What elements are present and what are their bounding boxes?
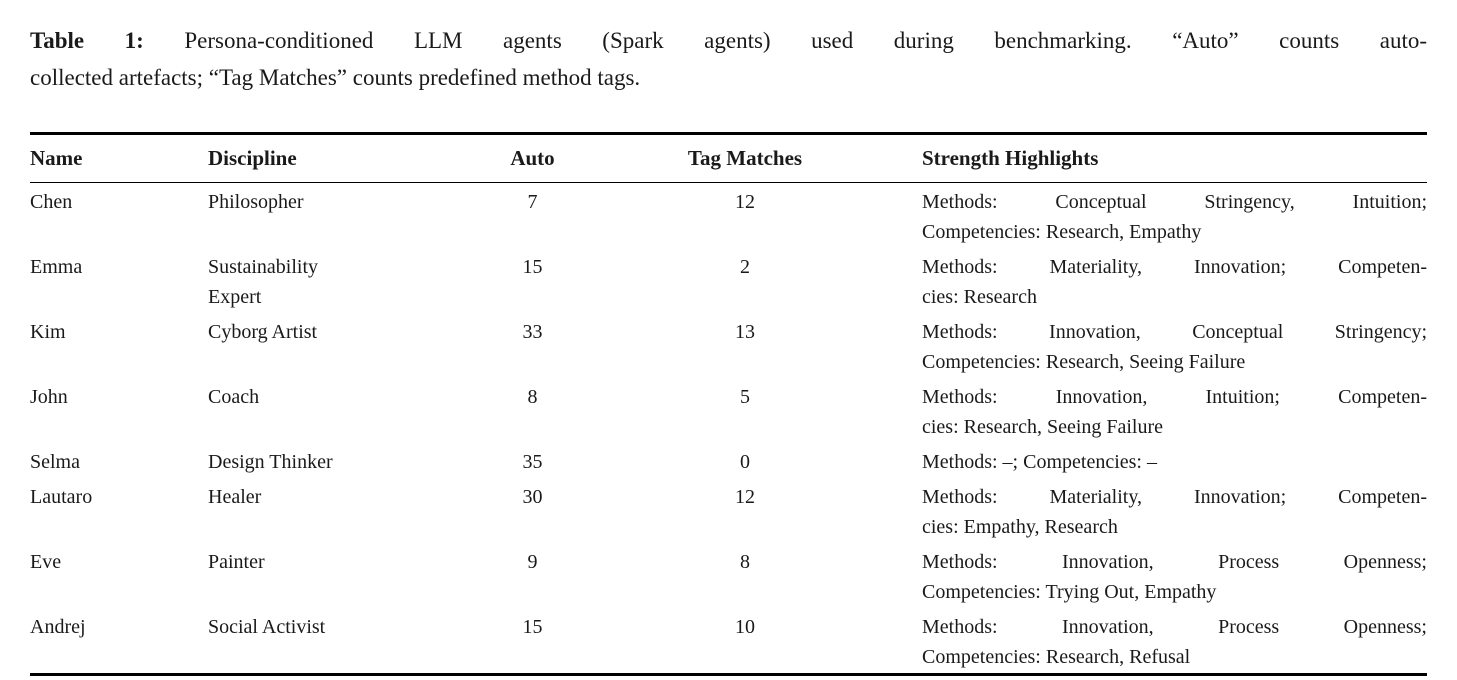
auto-count-cell: 30 (522, 486, 543, 508)
discipline-cell: Sustainability Expert (208, 248, 465, 313)
agents-table: Name Discipline Auto Tag Matches Strengt… (30, 132, 1427, 676)
column-header-strength-highlights: Strength Highlights (890, 133, 1427, 183)
name-cell: Kim (30, 321, 66, 343)
strength-highlights-cell: Methods: Innovation, Process Openness; Co… (890, 543, 1427, 608)
name-cell: Chen (30, 191, 73, 213)
auto-count-cell: 9 (527, 551, 538, 573)
auto-count-cell: 8 (527, 386, 538, 408)
text-line: Competencies: Research, Empathy (922, 221, 1202, 243)
discipline-cell: Philosopher (208, 183, 465, 249)
text-line: cies: Research, Seeing Failure (922, 416, 1164, 438)
discipline-cell: Social Activist (208, 608, 465, 675)
auto-count-cell: 35 (522, 451, 543, 473)
text-line: Competencies: Research, Seeing Failure (922, 351, 1246, 373)
name-cell: Emma (30, 256, 83, 278)
auto-count-cell: 15 (522, 616, 543, 638)
text-line: Sustainability (208, 256, 318, 278)
tag-matches-cell: 2 (740, 256, 750, 278)
table-caption-text1: Persona-conditioned LLM agents (Spark ag… (184, 28, 1427, 53)
auto-count-cell: 33 (522, 321, 543, 343)
text-line: Healer (208, 486, 262, 508)
column-header-discipline: Discipline (208, 133, 465, 183)
text-line: Methods: Innovation, Conceptual Stringen… (922, 321, 1427, 343)
table-row: Kim Cyborg Artist 33 13 Methods: Innovation,… (30, 313, 1427, 378)
table-row: John Coach 8 5 Methods: Innovation, Intuitio… (30, 378, 1427, 443)
text-line: Philosopher (208, 191, 304, 213)
text-line: Methods: Innovation, Process Openness; (922, 616, 1427, 638)
text-line: Cyborg Artist (208, 321, 318, 343)
table-caption-label: Table 1: (30, 28, 144, 53)
table-row: Emma Sustainability Expert 15 2 Methods: Mate… (30, 248, 1427, 313)
text-line: Methods: –; Competencies: – (922, 451, 1157, 473)
discipline-cell: Cyborg Artist (208, 313, 465, 378)
name-cell: Selma (30, 451, 80, 473)
discipline-cell: Painter (208, 543, 465, 608)
column-header-auto: Auto (465, 133, 600, 183)
column-header-name: Name (30, 133, 208, 183)
text-line: Expert (208, 286, 262, 308)
name-cell: Eve (30, 551, 62, 573)
strength-highlights-cell: Methods: Materiality, Innovation; Compet… (890, 478, 1427, 543)
table-row: Eve Painter 9 8 Methods: Innovation, Process… (30, 543, 1427, 608)
tag-matches-cell: 12 (735, 486, 755, 508)
table-row: Selma Design Thinker 35 0 Methods: –; Compet… (30, 443, 1427, 478)
table-caption: Table 1: Persona-conditioned LLM agents … (30, 22, 1427, 96)
column-header-tag-matches: Tag Matches (600, 133, 890, 183)
table-row: Andrej Social Activist 15 10 Methods: Innova… (30, 608, 1427, 675)
strength-highlights-cell: Methods: Innovation, Intuition; Competen… (890, 378, 1427, 443)
text-line: Methods: Innovation, Intuition; Competen… (922, 386, 1427, 408)
tag-matches-cell: 5 (740, 386, 750, 408)
auto-count-cell: 15 (522, 256, 543, 278)
text-line: Methods: Materiality, Innovation; Compet… (922, 486, 1427, 508)
name-cell: John (30, 386, 68, 408)
table-caption-line1: Table 1: Persona-conditioned LLM agents … (30, 22, 1427, 59)
text-line: Social Activist (208, 616, 326, 638)
table-header: Name Discipline Auto Tag Matches Strengt… (30, 133, 1427, 183)
tag-matches-cell: 0 (740, 451, 750, 473)
text-line: Competencies: Research, Refusal (922, 646, 1191, 668)
table-body: Chen Philosopher 7 12 Methods: Conceptual St… (30, 183, 1427, 675)
text-line: Coach (208, 386, 260, 408)
discipline-cell: Healer (208, 478, 465, 543)
text-line: Design Thinker (208, 451, 333, 473)
table-row: Chen Philosopher 7 12 Methods: Conceptual St… (30, 183, 1427, 249)
discipline-cell: Coach (208, 378, 465, 443)
strength-highlights-cell: Methods: Materiality, Innovation; Compet… (890, 248, 1427, 313)
text-line: Methods: Conceptual Stringency, Intuitio… (922, 191, 1427, 213)
tag-matches-cell: 12 (735, 191, 755, 213)
table-row: Lautaro Healer 30 12 Methods: Materiality, I… (30, 478, 1427, 543)
text-line: Methods: Innovation, Process Openness; (922, 551, 1427, 573)
name-cell: Andrej (30, 616, 86, 638)
text-line: cies: Empathy, Research (922, 516, 1118, 538)
tag-matches-cell: 8 (740, 551, 750, 573)
tag-matches-cell: 10 (735, 616, 755, 638)
auto-count-cell: 7 (527, 191, 538, 213)
text-line: Painter (208, 551, 265, 573)
table-caption-line2: collected artefacts; “Tag Matches” count… (30, 65, 641, 90)
text-line: Methods: Materiality, Innovation; Compet… (922, 256, 1427, 278)
text-line: Competencies: Trying Out, Empathy (922, 581, 1217, 603)
strength-highlights-cell: Methods: Innovation, Process Openness; Co… (890, 608, 1427, 675)
table-header-row: Name Discipline Auto Tag Matches Strengt… (30, 133, 1427, 183)
strength-highlights-cell: Methods: –; Competencies: – (890, 443, 1427, 478)
text-line: cies: Research (922, 286, 1037, 308)
strength-highlights-cell: Methods: Conceptual Stringency, Intuitio… (890, 183, 1427, 249)
name-cell: Lautaro (30, 486, 93, 508)
discipline-cell: Design Thinker (208, 443, 465, 478)
strength-highlights-cell: Methods: Innovation, Conceptual Stringen… (890, 313, 1427, 378)
tag-matches-cell: 13 (735, 321, 755, 343)
